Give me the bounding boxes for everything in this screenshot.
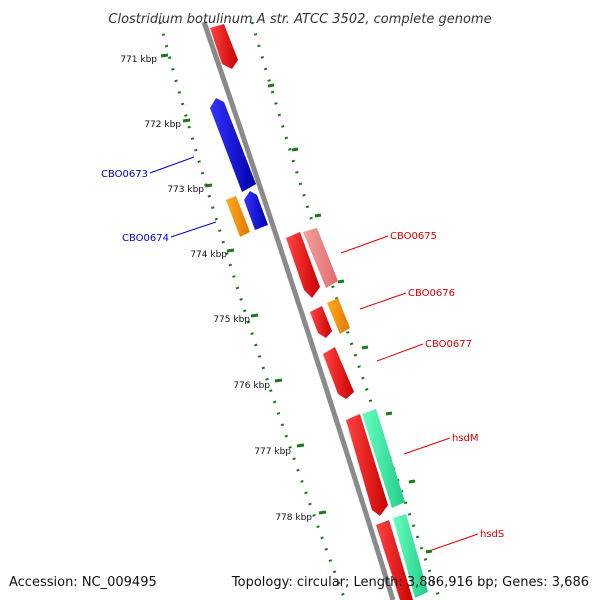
gene-cbo0675-pseudo [303, 228, 338, 288]
major-tick [296, 443, 305, 448]
gene-label-hsds: hsdS [480, 529, 504, 540]
gene-cbo0674 [226, 196, 250, 237]
leader-cbo0675 [340, 235, 389, 254]
gene-cbo0674-partner [244, 191, 268, 230]
tick-label: 776 kbp [233, 381, 270, 391]
gene-cbo0676 [310, 306, 332, 338]
inner-tick [408, 479, 416, 484]
tick-label: 778 kbp [275, 513, 312, 523]
tick-label: 773 kbp [167, 185, 204, 195]
leader-cbo0673 [149, 156, 195, 174]
gene-cbo0677 [323, 347, 354, 399]
gene-label-cbo0677: CBO0677 [425, 339, 472, 350]
gene-hsds-hit [393, 514, 428, 598]
inner-tick [361, 345, 369, 350]
major-tick [250, 313, 259, 318]
tick-label: 771 kbp [120, 55, 157, 65]
label-leaders [149, 156, 479, 551]
major-tick [274, 378, 283, 383]
gene-label-cbo0673: CBO0673 [101, 169, 148, 180]
inner-tick [267, 83, 275, 88]
genome-summary: Topology: circular; Length: 3,886,916 bp… [231, 575, 589, 590]
tick-label: 777 kbp [254, 447, 291, 457]
gene-label-cbo0674: CBO0674 [122, 233, 169, 244]
forward-strand-features [286, 228, 428, 600]
inner-tick [291, 147, 299, 152]
gene-label-hsdm: hsdM [452, 433, 479, 444]
tick-label: 772 kbp [144, 120, 181, 130]
gene-labels: CBO0673 CBO0674 CBO0675 CBO0676 CBO0677 … [101, 169, 504, 540]
inner-major-ticks [267, 83, 433, 554]
gene-hsdm-hit [362, 409, 405, 508]
genome-backbone [201, 21, 396, 600]
gene-hsds [376, 520, 413, 600]
leader-hsdm [403, 437, 451, 455]
inner-tick [425, 549, 433, 554]
tick-labels: 771 kbp 772 kbp 773 kbp 774 kbp 775 kbp … [120, 55, 312, 523]
accession-label: Accession: NC_009495 [9, 575, 157, 590]
inner-tick [314, 213, 322, 218]
tick-label: 774 kbp [190, 250, 227, 260]
leader-cbo0674 [170, 221, 217, 238]
major-tick [204, 183, 213, 188]
major-ticks [160, 53, 327, 515]
gene-cbo0673 [210, 98, 256, 192]
inner-tick [337, 279, 345, 284]
reverse-strand-features [210, 24, 268, 237]
inner-tick [385, 411, 393, 416]
gene-cbo0676-partner [327, 298, 350, 334]
gene-cds-reverse-top [210, 24, 238, 69]
major-tick [226, 248, 235, 253]
leader-hsds [431, 533, 479, 551]
major-tick [160, 53, 169, 58]
gene-label-cbo0675: CBO0675 [390, 231, 437, 242]
tick-label: 775 kbp [213, 315, 250, 325]
gene-label-cbo0676: CBO0676 [408, 288, 455, 299]
major-tick [182, 118, 191, 123]
gene-hsdm [346, 414, 388, 516]
gene-cbo0675 [286, 232, 320, 298]
major-tick [318, 510, 327, 515]
leader-cbo0677 [376, 343, 424, 362]
leader-cbo0676 [359, 292, 407, 310]
map-title: Clostridium botulinum A str. ATCC 3502, … [108, 12, 491, 27]
